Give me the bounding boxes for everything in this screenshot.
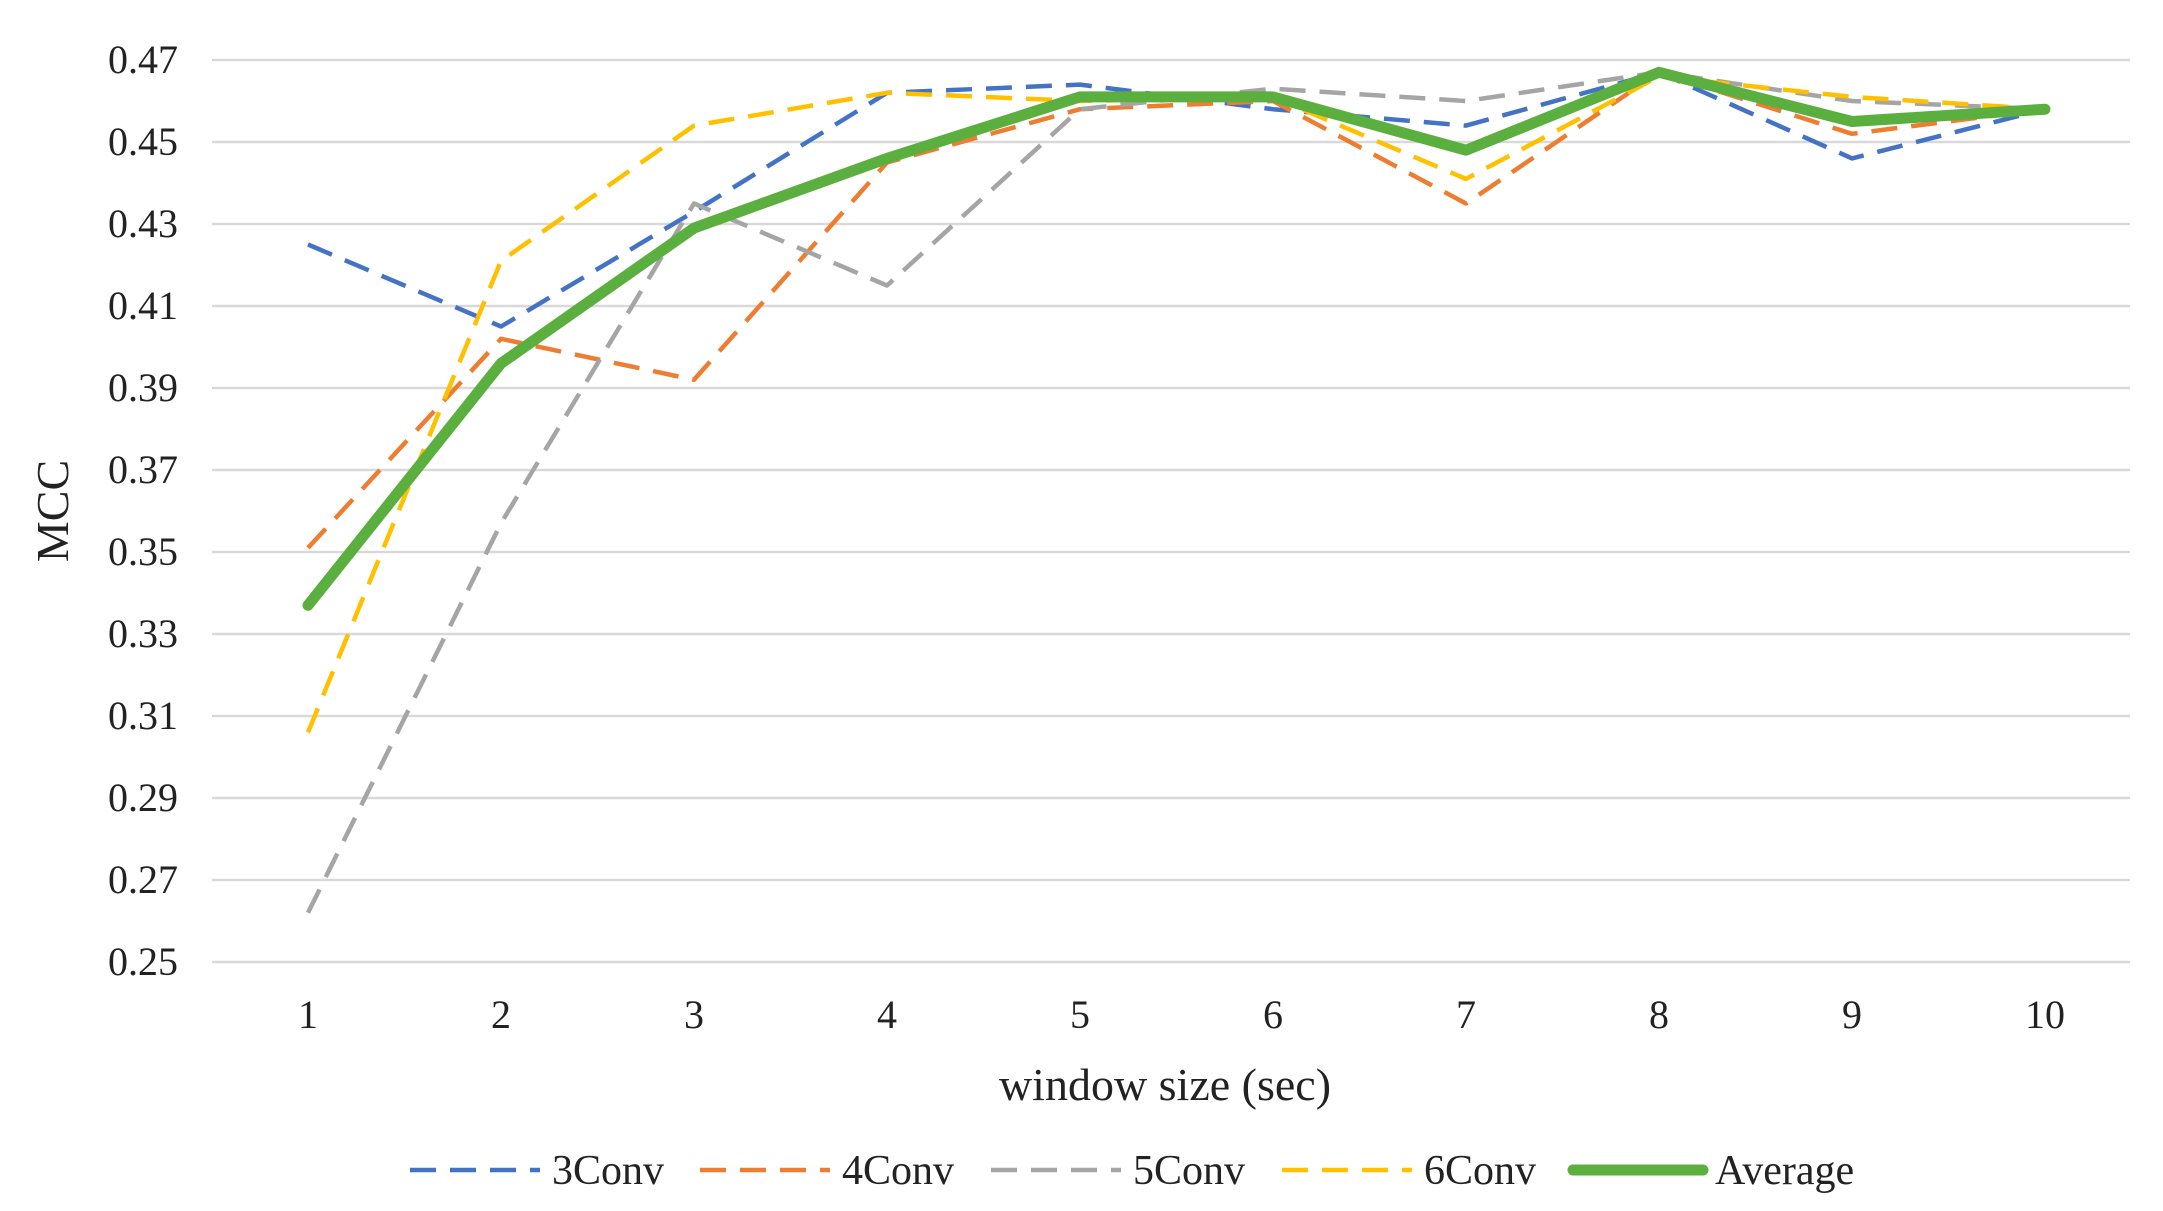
gridlines (212, 58, 2130, 964)
legend-label-6conv: 6Conv (1424, 1148, 1536, 1194)
y-tick-label: 0.37 (108, 447, 178, 492)
legend-label-4conv: 4Conv (842, 1148, 954, 1194)
series-line-3conv (307, 70, 2046, 329)
x-tick-label: 5 (1070, 992, 1090, 1037)
y-tick-label: 0.43 (108, 201, 178, 246)
legend-label-3conv: 3Conv (552, 1148, 664, 1194)
y-tick-label: 0.47 (108, 37, 178, 82)
y-tick-label: 0.33 (108, 611, 178, 656)
x-tick-label: 2 (491, 992, 511, 1037)
y-tick-label: 0.25 (108, 939, 178, 984)
x-axis-title: window size (sec) (999, 1059, 1331, 1110)
x-tick-label: 1 (298, 992, 318, 1037)
x-tick-label: 8 (1649, 992, 1669, 1037)
series-line-average (302, 66, 2051, 611)
y-tick-label: 0.29 (108, 775, 178, 820)
y-axis-title: MCC (27, 460, 78, 562)
x-tick-label: 10 (2025, 992, 2065, 1037)
series-line-5conv (305, 70, 2046, 914)
x-tick-label: 4 (877, 992, 897, 1037)
y-tick-label: 0.31 (108, 693, 178, 738)
x-tick-label: 7 (1456, 992, 1476, 1037)
x-tick-label: 6 (1263, 992, 1283, 1037)
y-tick-label: 0.39 (108, 365, 178, 410)
x-tick-label: 9 (1842, 992, 1862, 1037)
series-lines (302, 66, 2051, 914)
y-tick-label: 0.41 (108, 283, 178, 328)
legend: 3Conv 4Conv 5Conv 6Conv Average (410, 1148, 1854, 1194)
y-tick-label: 0.35 (108, 529, 178, 574)
y-tick-labels: 0.25 0.27 0.29 0.31 0.33 0.35 0.37 0.39 0.41 0.43… (108, 37, 178, 984)
y-tick-label: 0.45 (108, 119, 178, 164)
x-tick-label: 3 (684, 992, 704, 1037)
legend-label-5conv: 5Conv (1133, 1148, 1245, 1194)
series-line-6conv (305, 74, 2046, 734)
x-tick-labels: 1 2 3 4 5 6 7 8 9 10 (298, 992, 2065, 1037)
legend-label-average: Average (1715, 1148, 1854, 1194)
y-tick-label: 0.27 (108, 857, 178, 902)
